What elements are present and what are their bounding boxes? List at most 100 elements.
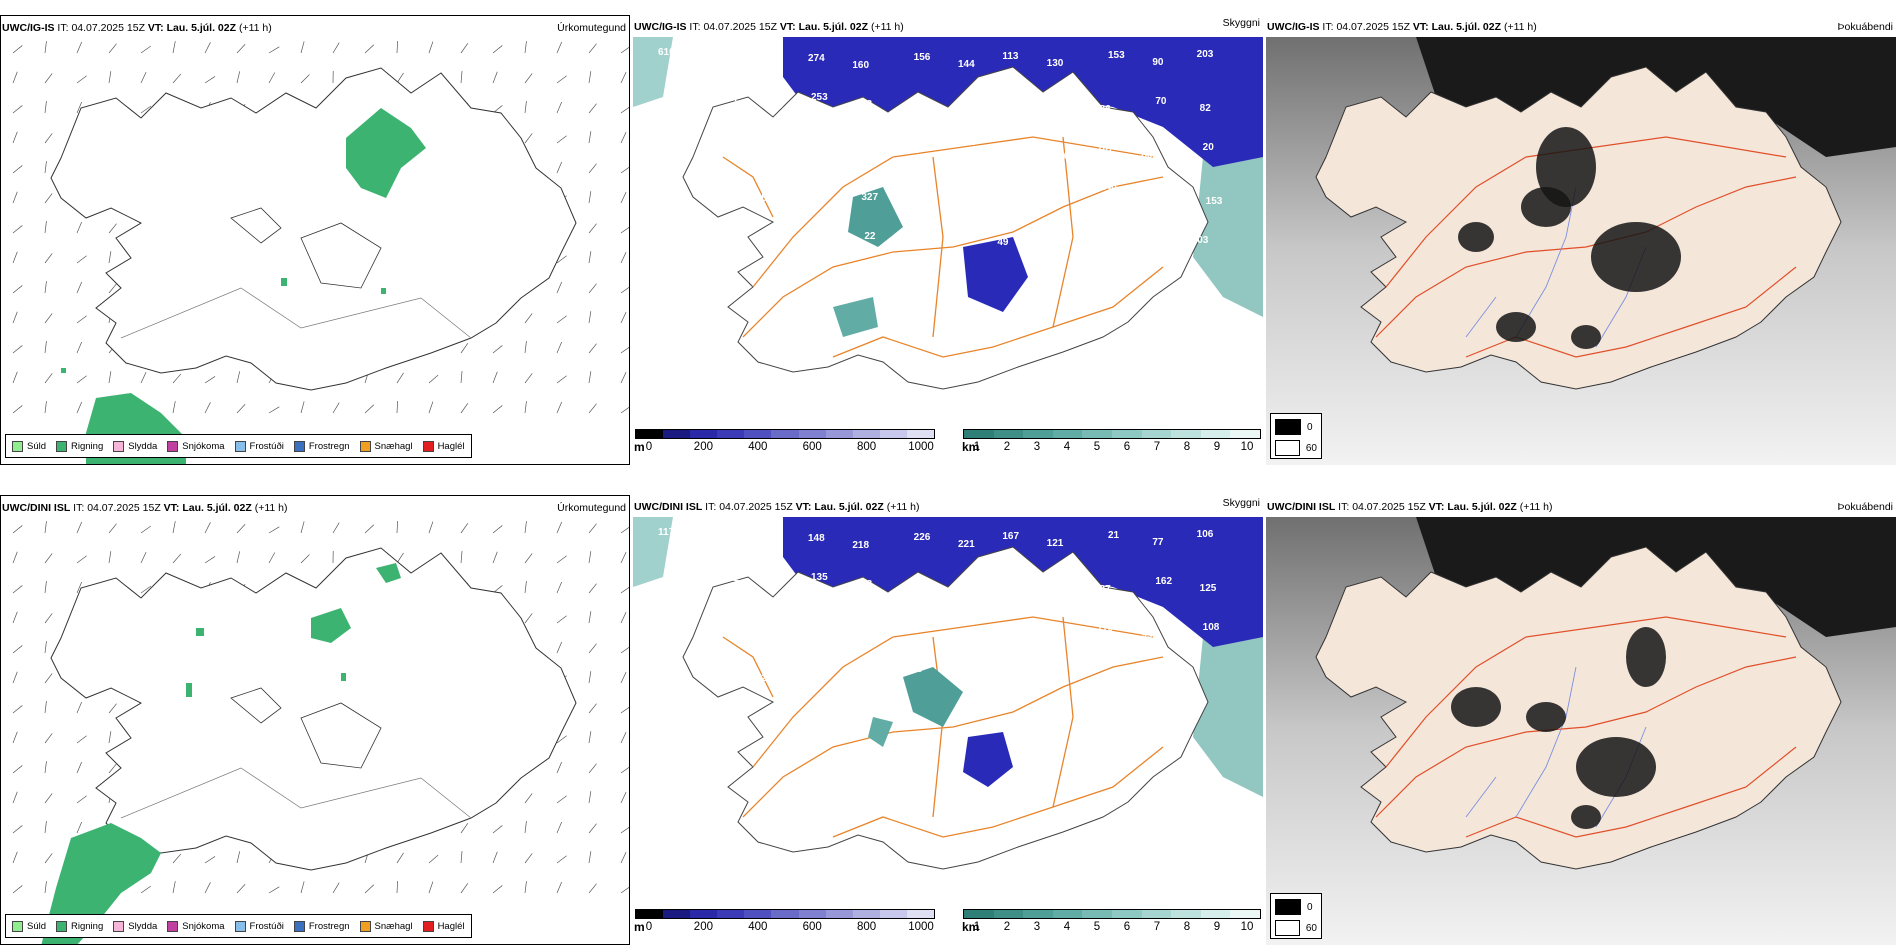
ceiling-label: 247 xyxy=(722,93,739,104)
colorbar-tick-label: 2 xyxy=(1003,441,1011,453)
colorbar-tick-label: 1000 xyxy=(908,921,934,933)
colorbar-segment xyxy=(964,430,994,438)
legend-item: Rigning xyxy=(56,920,104,932)
panel-header: UWC/IG-IS IT: 04.07.2025 15Z VT: Lau. 5.… xyxy=(634,21,904,33)
legend-swatch xyxy=(293,920,305,932)
legend-swatch xyxy=(167,440,179,452)
fog-legend-row: 0 xyxy=(1275,419,1317,435)
ceiling-label: 524 xyxy=(903,145,920,156)
colorbar-segment xyxy=(1082,430,1112,438)
ceiling-visibility-panel-top: UWC/IG-IS IT: 04.07.2025 15Z VT: Lau. 5.… xyxy=(633,15,1263,465)
colorbar-ticks: 1 2 3 4 5 6 7 8 9 10 xyxy=(963,441,1261,455)
legend-label: Slydda xyxy=(128,920,158,932)
precip-legend: Súld Rigning Slydda Snjókoma Frostúði Frostre… xyxy=(5,914,472,938)
colorbar-segment xyxy=(825,910,853,918)
ceiling-label: 59 xyxy=(1056,190,1068,201)
ceiling-label: 215 xyxy=(1011,183,1028,194)
panel-title: Þokuábendi xyxy=(1837,21,1893,33)
ceiling-label: 87 xyxy=(814,146,826,157)
legend-item: Frostúði xyxy=(234,920,284,932)
fog-legend-row: 0 xyxy=(1275,899,1317,915)
colorbar-tick-label: 10 xyxy=(1240,921,1254,933)
ceiling-label: 616 xyxy=(658,47,675,58)
legend-item: Slydda xyxy=(113,920,158,932)
colorbar-segment xyxy=(717,910,745,918)
colorbar-tick-label: 0 xyxy=(645,921,653,933)
colorbar-tick-label: 5 xyxy=(1093,441,1101,453)
legend-label: Haglél xyxy=(437,920,465,932)
colorbar-strip xyxy=(963,909,1261,919)
fog-blob xyxy=(1526,702,1566,732)
precip-legend: Súld Rigning Slydda Snjókoma Frostúði Frostre… xyxy=(5,434,472,458)
colorbar-segment xyxy=(636,910,664,918)
legend-label: Slydda xyxy=(128,440,158,452)
colorbar-segment xyxy=(852,910,880,918)
legend-swatch xyxy=(167,920,179,932)
colorbar-segment xyxy=(663,430,691,438)
panel-header: UWC/DINI ISL IT: 04.07.2025 15Z VT: Lau.… xyxy=(2,502,288,514)
ceiling-label: 93 xyxy=(770,619,782,630)
ceiling-label: 115 xyxy=(767,580,784,591)
ceiling-label: 22 xyxy=(864,231,876,242)
legend-item: Snjókoma xyxy=(167,920,225,932)
fog-panel-top: UWC/IG-IS IT: 04.07.2025 15Z VT: Lau. 5.… xyxy=(1266,15,1896,465)
colorbar-tick-label: 9 xyxy=(1213,921,1221,933)
colorbar-tick-label: 4 xyxy=(1063,441,1071,453)
ceiling-label: 68 xyxy=(950,191,962,202)
ceiling-label: 83 xyxy=(1005,585,1017,596)
ceiling-label: 111 xyxy=(664,140,680,151)
ceiling-label: 95 xyxy=(770,139,782,150)
ceiling-label: 123 xyxy=(1144,189,1161,200)
ceiling-label: 137 xyxy=(1094,584,1111,595)
colorbar-segment xyxy=(798,910,826,918)
legend-label: Frostregn xyxy=(308,440,350,452)
colorbar-segment xyxy=(1111,430,1142,438)
panel-header: UWC/IG-IS IT: 04.07.2025 15Z VT: Lau. 5.… xyxy=(2,22,272,34)
legend-item: Snæhagl xyxy=(359,440,413,452)
ceiling-label: 213 xyxy=(661,101,678,112)
colorbar-segment xyxy=(1200,910,1231,918)
ceiling-label: 90 xyxy=(1152,57,1164,68)
legend-label: Snjókoma xyxy=(182,440,225,452)
fog-legend-swatch xyxy=(1275,440,1300,456)
ceiling-label: 146 xyxy=(661,581,678,592)
ceiling-visibility-panel-bottom: UWC/DINI ISL IT: 04.07.2025 15Z VT: Lau.… xyxy=(633,495,1263,945)
ceiling-label: 221 xyxy=(958,539,975,550)
colorbar-segment xyxy=(825,430,853,438)
colorbar-tick-label: 2 xyxy=(1003,921,1011,933)
ceiling-label: 91 xyxy=(708,627,720,638)
ceiling-label: 20 xyxy=(664,620,676,631)
ceiling-label: 135 xyxy=(811,572,828,583)
legend-label: Rigning xyxy=(71,920,104,932)
panel-title: Skyggni xyxy=(1222,17,1260,29)
ceiling-label: 67 xyxy=(762,286,774,297)
ceiling-label: 71 xyxy=(1050,97,1062,108)
fog-legend-label: 60 xyxy=(1305,922,1317,934)
legend-label: Frostúði xyxy=(249,440,284,452)
ceiling-label: 10 xyxy=(1053,631,1065,642)
colorbar-tick-label: 1000 xyxy=(908,441,934,453)
ceiling-label: 53 xyxy=(964,617,976,628)
fog-map xyxy=(1266,37,1896,465)
ceiling-label: 117 xyxy=(658,527,675,538)
ceiling-label: 144 xyxy=(958,59,975,70)
ceiling-colorbar: 0 200 400 600 800 1000 m xyxy=(634,429,935,459)
ceiling-label: 66 xyxy=(814,626,826,637)
colorbar-tick-label: 10 xyxy=(1240,441,1254,453)
legend-swatch xyxy=(359,440,371,452)
colorbar-tick-label: 4 xyxy=(1063,921,1071,933)
panel-title: Úrkomutegund xyxy=(557,502,626,514)
fog-map xyxy=(1266,517,1896,945)
ceiling-label: 106 xyxy=(906,664,923,675)
colorbar-unit: m xyxy=(634,440,645,454)
ceiling-colorbar: 0 200 400 600 800 1000 m xyxy=(634,909,935,939)
ceiling-label: 99 xyxy=(1141,630,1153,641)
ceiling-label: 110 xyxy=(1097,623,1114,634)
legend-swatch xyxy=(12,920,23,932)
colorbar-segment xyxy=(964,910,994,918)
colorbar-segment xyxy=(1141,430,1172,438)
legend-swatch xyxy=(234,440,246,452)
colorbar-segment xyxy=(993,430,1024,438)
colorbar-segment xyxy=(1141,910,1172,918)
fog-legend-label: 60 xyxy=(1305,442,1317,454)
